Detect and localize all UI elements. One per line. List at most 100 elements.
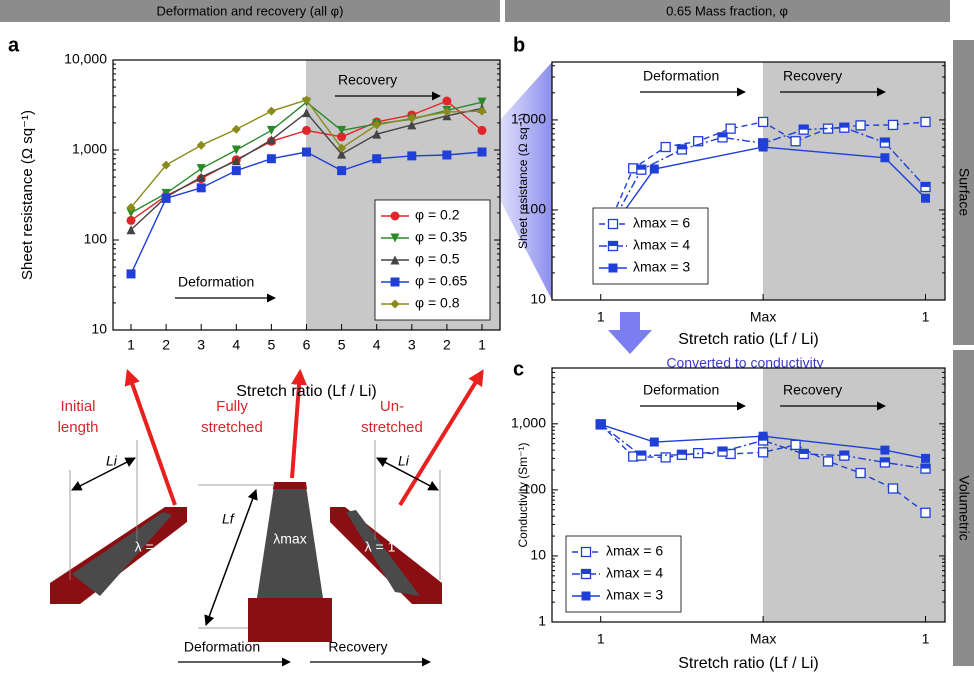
point [920,507,931,518]
point [266,125,276,135]
marker-fill [880,138,890,143]
legend-marker [390,211,400,221]
point [231,124,241,134]
point [231,166,241,176]
point [477,106,487,116]
point [442,150,452,160]
marker-fill [839,451,849,456]
point [880,153,890,163]
x-tick-label: Max [750,309,776,325]
diagram-label: Fully [216,398,248,415]
y-tick-label: 10 [530,291,546,307]
convert-arrow [608,312,652,354]
annotation: Deformation [643,382,719,398]
y-tick-label: 100 [523,481,547,497]
point [231,145,241,155]
point [660,141,671,153]
slab-top [346,510,420,596]
point [126,269,136,279]
y-tick-label: 1,000 [511,111,546,127]
x-tick-label: 1 [922,631,930,647]
point [758,142,768,152]
point [693,136,704,147]
header-left: Deformation and recovery (all φ) [157,3,344,18]
diagram-label: Recovery [328,639,387,655]
y-tick-label: 1,000 [511,415,546,431]
point [887,119,899,131]
side-label: Surface [956,168,972,216]
slab-top [257,486,323,598]
marker-fill [636,165,646,170]
annotation: Recovery [783,68,842,84]
x-tick-label: 4 [373,337,381,353]
marker-fill [799,125,809,130]
legend-label: λmax = 4 [606,565,663,581]
red-arrow [290,368,308,479]
point [477,147,487,157]
series-line [600,423,926,470]
header-bar [0,0,500,22]
point [477,125,487,135]
point [231,156,241,166]
header-right: 0.65 Mass fraction, φ [666,3,788,18]
panel-label: c [513,358,524,380]
legend-marker [580,546,592,558]
point [372,154,382,164]
panel-label: a [8,34,20,56]
point [660,452,671,463]
point [790,439,801,451]
diagram [50,368,484,667]
x-tick-label: 5 [268,337,276,353]
y-axis-label: Sheet resistance (Ω sq⁻¹) [19,110,36,280]
diagram-label: λmax [273,531,306,547]
point [442,96,452,106]
point [880,445,890,455]
chart: 10 100 1,000 10,000 1 2 3 4 5 6 5 4 3 2 1 Stretch ratio… [19,51,501,400]
x-tick-label: 4 [232,337,240,353]
marker-fill [718,132,728,138]
diagram-label: Deformation [184,639,260,655]
x-tick-label: 2 [162,337,170,353]
chart: 1 10 100 1,000 1 Max 1 Stretch ratio (Lf / Li) C… [511,367,946,672]
x-tick-label: Max [750,631,776,647]
point [337,125,347,135]
plot-frame [551,61,946,301]
point [887,483,899,494]
diagram-label: λ = 1 [135,539,166,555]
y-tick-label: 100 [523,201,547,217]
annotation: Recovery [338,72,397,88]
x-tick-label: 1 [597,631,605,647]
point [126,225,136,235]
legend-marker [608,263,618,273]
diagram-label: stretched [361,419,423,436]
marker-fill [839,123,849,128]
x-tick-label: 3 [408,337,416,353]
point [302,147,311,157]
point [337,149,347,159]
point [477,97,487,107]
legend-label: φ = 0.65 [415,273,467,289]
annotation: Deformation [643,68,719,84]
chart: 10 100 1,000 1 Max 1 Stretch ratio (Lf / Li) Sh… [511,61,946,348]
marker-fill [677,144,687,150]
y-tick-label: 10 [91,321,107,337]
plot-frame [112,59,501,331]
x-tick-label: 2 [443,337,451,353]
x-axis-label: Stretch ratio (Lf / Li) [678,331,819,348]
x-axis-label: Stretch ratio (Lf / Li) [678,655,819,672]
y-tick-label: 100 [84,231,108,247]
marker-fill [921,182,931,187]
diagram-label: Li [106,453,118,469]
x-tick-label: 1 [922,309,930,325]
side-label: Volumetric [956,475,972,540]
point [757,447,769,458]
legend-marker [390,299,400,309]
point [196,140,206,150]
marker-fill [636,451,646,456]
x-tick-label: 3 [197,337,205,353]
marker-fill [880,457,890,463]
x-tick-label: 5 [338,337,346,353]
legend-marker [390,277,400,287]
legend-label: λmax = 6 [606,543,663,559]
diagram-label: λ = 1 [365,539,396,555]
